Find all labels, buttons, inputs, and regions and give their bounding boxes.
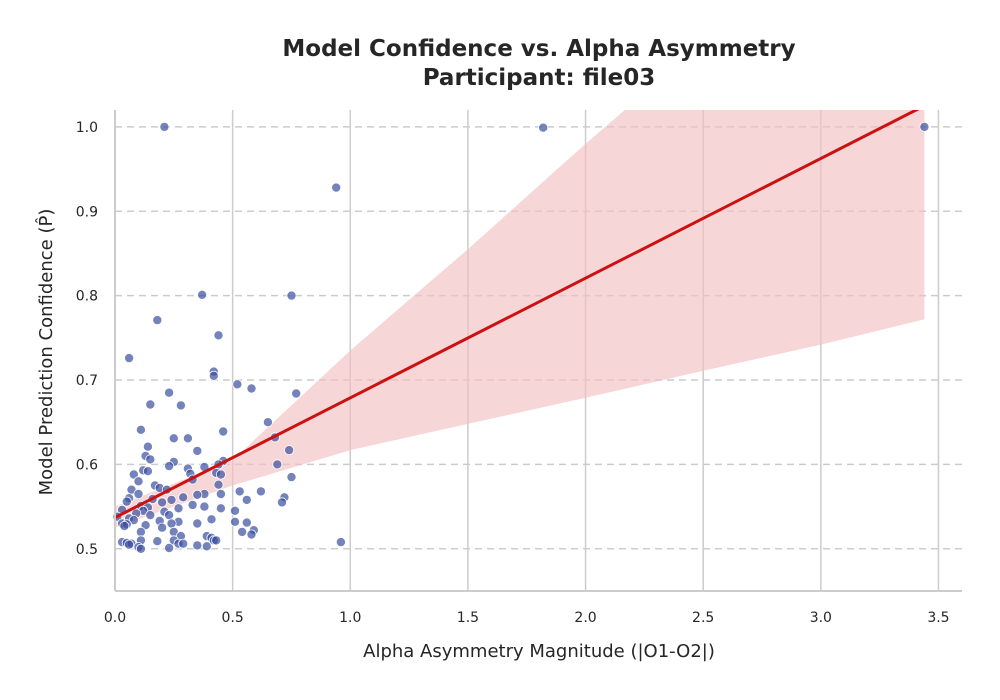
data-point bbox=[159, 121, 170, 132]
data-point bbox=[286, 472, 297, 483]
data-point bbox=[262, 417, 273, 428]
data-point bbox=[538, 122, 549, 133]
data-point bbox=[197, 289, 208, 300]
y-tick-label: 0.5 bbox=[76, 542, 98, 558]
data-point bbox=[919, 121, 930, 132]
data-point bbox=[246, 529, 257, 540]
x-tick-label: 1.0 bbox=[339, 610, 361, 626]
data-point bbox=[218, 426, 229, 437]
data-point bbox=[272, 459, 283, 470]
data-point bbox=[133, 488, 144, 499]
data-point bbox=[246, 383, 257, 394]
data-point bbox=[145, 399, 156, 410]
x-tick-label: 2.0 bbox=[574, 610, 596, 626]
data-point bbox=[124, 353, 135, 364]
data-point bbox=[241, 517, 252, 528]
x-tick-label: 0.0 bbox=[104, 610, 126, 626]
y-tick-label: 1.0 bbox=[76, 120, 98, 136]
data-point bbox=[178, 538, 189, 549]
data-point bbox=[232, 379, 243, 390]
data-point bbox=[206, 514, 217, 525]
data-point bbox=[187, 499, 198, 510]
data-point bbox=[135, 543, 146, 554]
chart-subtitle: Participant: file03 bbox=[423, 65, 656, 91]
x-tick-label: 1.5 bbox=[457, 610, 479, 626]
x-tick-label: 3.5 bbox=[927, 610, 949, 626]
data-point bbox=[286, 290, 297, 301]
data-point bbox=[119, 521, 130, 532]
data-point bbox=[164, 461, 175, 472]
data-point bbox=[152, 536, 163, 547]
y-tick-label: 0.8 bbox=[76, 289, 98, 305]
y-axis-label: Model Prediction Confidence (P̂) bbox=[36, 209, 57, 496]
data-point bbox=[173, 503, 184, 514]
data-point bbox=[175, 400, 186, 411]
data-point bbox=[229, 505, 240, 516]
data-point bbox=[166, 518, 177, 529]
data-point bbox=[142, 466, 153, 477]
data-point bbox=[192, 540, 203, 551]
data-point bbox=[192, 445, 203, 456]
y-tick-label: 0.9 bbox=[76, 204, 98, 220]
data-point bbox=[215, 469, 226, 480]
data-point bbox=[234, 486, 245, 497]
data-point bbox=[284, 445, 295, 456]
data-point bbox=[135, 526, 146, 537]
data-point bbox=[145, 454, 156, 465]
data-point bbox=[178, 492, 189, 503]
data-point bbox=[192, 489, 203, 500]
data-point bbox=[157, 497, 168, 508]
data-point bbox=[124, 539, 135, 550]
data-point bbox=[157, 522, 168, 533]
x-axis-label: Alpha Asymmetry Magnitude (|O1-O2|) bbox=[363, 641, 715, 662]
data-point bbox=[255, 486, 266, 497]
data-point bbox=[135, 424, 146, 435]
y-tick-label: 0.6 bbox=[76, 457, 98, 473]
confidence-band bbox=[115, 110, 925, 528]
data-point bbox=[237, 526, 248, 537]
data-point bbox=[140, 520, 151, 531]
data-point bbox=[215, 488, 226, 499]
data-point bbox=[199, 501, 210, 512]
data-point bbox=[241, 494, 252, 505]
data-point bbox=[215, 503, 226, 514]
x-tick-label: 2.5 bbox=[692, 610, 714, 626]
regression-line bbox=[115, 110, 920, 519]
data-point bbox=[121, 496, 132, 507]
data-point bbox=[182, 433, 193, 444]
data-point bbox=[229, 516, 240, 527]
data-point bbox=[166, 494, 177, 505]
data-point bbox=[335, 537, 346, 548]
points-layer bbox=[112, 121, 930, 554]
tick-label-layer: 0.0 0.5 1.0 1.5 2.0 2.5 3.0 3.5 0.5 0.6 0.7 0.8 0.9 1… bbox=[76, 120, 950, 626]
x-tick-label: 0.5 bbox=[222, 610, 244, 626]
data-point bbox=[128, 469, 139, 480]
data-point bbox=[164, 387, 175, 398]
data-point bbox=[133, 476, 144, 487]
data-point bbox=[152, 315, 163, 326]
data-point bbox=[145, 510, 156, 521]
axis-layer bbox=[114, 110, 962, 592]
data-point bbox=[164, 510, 175, 521]
regression-line-layer bbox=[115, 110, 920, 519]
data-point bbox=[192, 518, 203, 529]
data-point bbox=[201, 541, 212, 552]
chart-title: Model Confidence vs. Alpha Asymmetry bbox=[282, 36, 795, 62]
data-point bbox=[213, 330, 224, 341]
data-point bbox=[331, 182, 342, 193]
data-point bbox=[291, 388, 302, 399]
data-point bbox=[142, 441, 153, 452]
data-point bbox=[164, 543, 175, 554]
data-point bbox=[213, 479, 224, 490]
confidence-band-layer bbox=[115, 110, 925, 528]
x-tick-label: 3.0 bbox=[810, 610, 832, 626]
data-point bbox=[168, 433, 179, 444]
data-point bbox=[211, 535, 222, 546]
data-point bbox=[276, 497, 287, 508]
y-tick-label: 0.7 bbox=[76, 373, 98, 389]
data-point bbox=[208, 370, 219, 381]
